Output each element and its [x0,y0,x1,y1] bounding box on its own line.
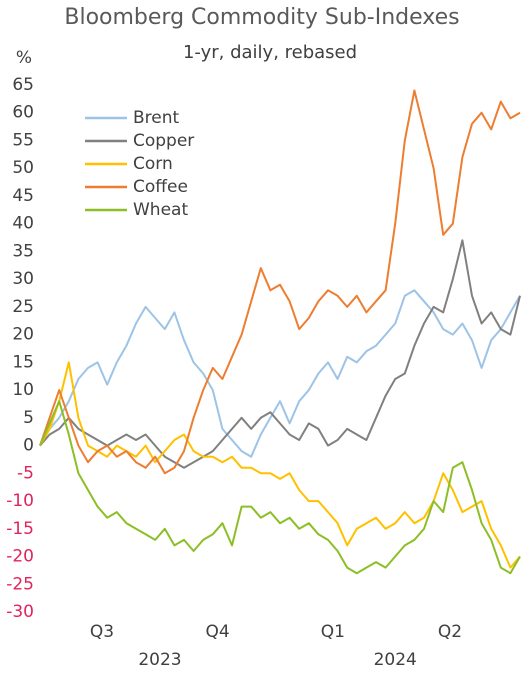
legend-label: Brent [133,108,180,128]
y-tick-label: 35 [12,241,34,261]
y-tick-label: -25 [6,574,34,594]
y-axis-label: % [16,48,32,68]
x-group-label: 2023 [138,650,181,670]
series-line [39,239,521,469]
y-tick-label: 60 [12,103,34,123]
legend-label: Copper [133,131,194,151]
y-tick-label: 0 [23,436,34,456]
y-tick-label: 55 [12,130,34,150]
chart-title: Bloomberg Commodity Sub-Indexes [64,5,459,30]
x-tick-label: Q2 [438,622,462,642]
y-tick-label: 20 [12,325,34,345]
y-tick-label: 40 [12,214,34,234]
series-line [39,289,521,458]
y-tick-label: 25 [12,297,34,317]
x-tick-label: Q3 [90,622,114,642]
x-tick-label: Q1 [321,622,345,642]
legend-label: Wheat [133,200,188,220]
y-tick-label: -5 [17,463,34,483]
y-tick-label: 65 [12,75,34,95]
x-group-label: 2024 [374,650,417,670]
legend-label: Corn [133,154,173,174]
y-tick-label: -15 [6,519,34,539]
y-tick-label: 10 [12,380,34,400]
legend-label: Coffee [133,177,188,197]
y-tick-label: 45 [12,186,34,206]
y-tick-label: 30 [12,269,34,289]
y-tick-label: -10 [6,491,34,511]
y-tick-label: 50 [12,158,34,178]
series-line [39,361,521,569]
chart-subtitle: 1-yr, daily, rebased [183,42,357,63]
x-tick-label: Q4 [205,622,229,642]
y-tick-label: 15 [12,352,34,372]
series-line [39,89,521,475]
y-tick-label: 5 [23,408,34,428]
y-tick-label: -30 [6,602,34,622]
series-line [39,400,521,575]
y-tick-label: -20 [6,547,34,567]
